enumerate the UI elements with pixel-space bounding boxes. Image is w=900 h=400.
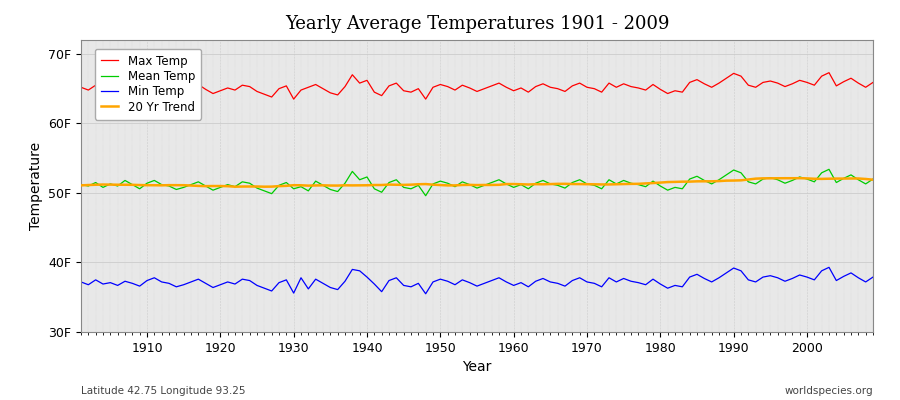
20 Yr Trend bbox=[230, 184, 240, 189]
Legend: Max Temp, Mean Temp, Min Temp, 20 Yr Trend: Max Temp, Mean Temp, Min Temp, 20 Yr Tre… bbox=[94, 49, 202, 120]
20 Yr Trend bbox=[795, 176, 806, 180]
Max Temp bbox=[508, 88, 519, 93]
Max Temp bbox=[303, 85, 314, 90]
Min Temp bbox=[508, 283, 519, 288]
Y-axis label: Temperature: Temperature bbox=[29, 142, 42, 230]
Max Temp bbox=[134, 89, 145, 94]
Mean Temp bbox=[516, 182, 526, 187]
Max Temp bbox=[824, 70, 834, 75]
Line: Max Temp: Max Temp bbox=[81, 73, 873, 99]
Min Temp bbox=[824, 265, 834, 270]
Min Temp bbox=[604, 275, 615, 280]
Min Temp bbox=[868, 275, 878, 280]
Text: Latitude 42.75 Longitude 93.25: Latitude 42.75 Longitude 93.25 bbox=[81, 386, 246, 396]
Max Temp bbox=[868, 80, 878, 85]
Min Temp bbox=[76, 280, 86, 284]
Mean Temp bbox=[508, 185, 519, 190]
Mean Temp bbox=[76, 182, 86, 187]
X-axis label: Year: Year bbox=[463, 360, 491, 374]
Min Temp bbox=[295, 275, 306, 280]
20 Yr Trend bbox=[508, 182, 519, 186]
20 Yr Trend bbox=[868, 177, 878, 182]
Mean Temp bbox=[604, 177, 615, 182]
Mean Temp bbox=[420, 193, 431, 198]
Line: Min Temp: Min Temp bbox=[81, 267, 873, 294]
Max Temp bbox=[516, 86, 526, 90]
Mean Temp bbox=[339, 181, 350, 186]
Line: Mean Temp: Mean Temp bbox=[81, 169, 873, 196]
Mean Temp bbox=[824, 167, 834, 172]
Max Temp bbox=[76, 85, 86, 90]
Mean Temp bbox=[295, 184, 306, 189]
20 Yr Trend bbox=[516, 182, 526, 187]
20 Yr Trend bbox=[346, 183, 357, 188]
Text: worldspecies.org: worldspecies.org bbox=[785, 386, 873, 396]
Min Temp bbox=[516, 280, 526, 285]
20 Yr Trend bbox=[134, 183, 145, 188]
20 Yr Trend bbox=[76, 183, 86, 188]
Mean Temp bbox=[868, 177, 878, 182]
Mean Temp bbox=[134, 186, 145, 191]
Title: Yearly Average Temperatures 1901 - 2009: Yearly Average Temperatures 1901 - 2009 bbox=[284, 15, 670, 33]
20 Yr Trend bbox=[604, 182, 615, 187]
Max Temp bbox=[604, 81, 615, 86]
Line: 20 Yr Trend: 20 Yr Trend bbox=[81, 178, 873, 187]
Min Temp bbox=[420, 291, 431, 296]
20 Yr Trend bbox=[303, 183, 314, 188]
Max Temp bbox=[346, 72, 357, 77]
Max Temp bbox=[288, 97, 299, 102]
Min Temp bbox=[134, 284, 145, 288]
Min Temp bbox=[339, 279, 350, 284]
